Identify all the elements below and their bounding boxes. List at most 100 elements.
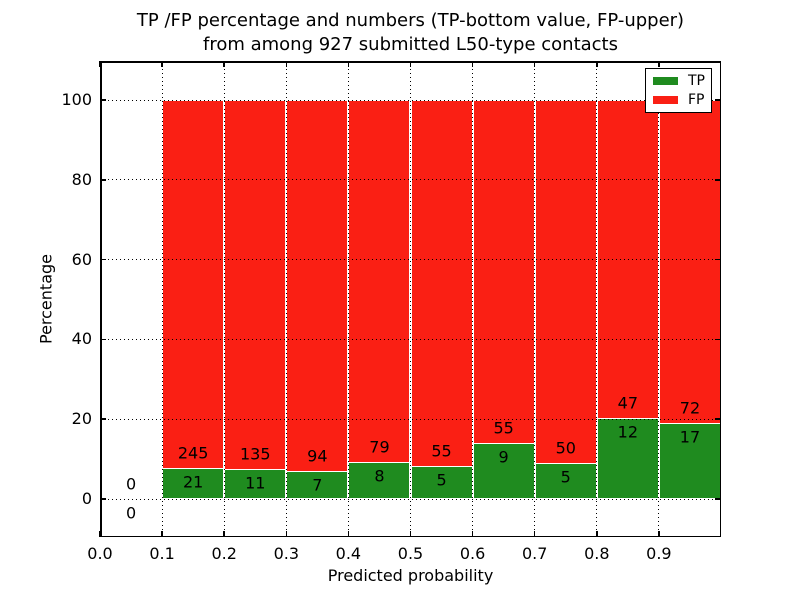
bar-segment-fp [224,100,287,469]
stacked-bar [472,100,535,499]
x-tick-mark [99,531,101,537]
chart-title: TP /FP percentage and numbers (TP-bottom… [100,9,721,57]
x-axis-label: Predicted probability [327,566,494,585]
x-tick-label: 0.5 [397,544,424,563]
y-tick-mark [715,179,721,181]
bar-segment-fp [472,100,535,443]
fp-count-label: 0 [125,474,137,494]
legend-label-tp: TP [688,72,705,89]
fp-count-label: 72 [679,398,701,418]
fp-count-label: 245 [177,443,209,462]
gridline-vertical [658,61,660,537]
x-tick-mark [161,61,163,67]
y-tick-mark [715,338,721,341]
x-tick-label: 0.3 [273,544,300,563]
fp-count-label: 135 [239,444,271,464]
legend-label-fp: FP [688,92,705,109]
stacked-bar [534,100,597,499]
bar-segment-tp [472,442,535,499]
x-tick-label: 0.6 [459,544,486,563]
bar-segment-fp [658,100,721,423]
gridline-vertical [347,61,349,537]
gridline-vertical [285,61,287,537]
y-tick-label: 80 [71,169,92,189]
fp-count-label: 79 [369,437,390,457]
gridline-vertical [161,61,163,537]
x-tick-label: 0.7 [521,544,548,563]
fp-count-label: 94 [307,446,328,466]
x-tick-mark [596,61,598,67]
x-tick-mark [161,531,163,537]
bar-segment-fp [534,100,597,463]
bar-segment-fp [596,100,659,418]
gridline-vertical [223,61,225,537]
x-tick-mark [471,61,474,67]
tp-count-label: 7 [312,475,323,495]
x-tick-mark [223,531,225,537]
fp-count-label: 47 [617,393,639,413]
right-spine [719,61,721,537]
stacked-bar [286,100,349,499]
gridline-horizontal [100,99,721,101]
x-tick-label: 0.8 [584,544,610,563]
x-tick-label: 0.1 [149,544,175,563]
chart-title-line1: TP /FP percentage and numbers (TP-bottom… [136,10,685,31]
gridline-vertical [410,61,411,537]
x-tick-mark [347,531,350,537]
y-tick-mark [100,99,106,101]
y-tick-label: 100 [61,90,92,109]
y-tick-label: 0 [81,489,92,508]
x-tick-label: 0.0 [87,544,113,563]
chart-title-line2: from among 927 submitted L50-type contac… [202,34,618,55]
fp-swatch [653,96,678,105]
y-tick-mark [100,258,106,261]
y-tick-mark [715,258,721,261]
tp-count-label: 21 [182,472,204,491]
x-tick-mark [347,61,350,67]
fp-count-label: 55 [493,418,514,438]
x-tick-mark [471,531,474,537]
gridline-vertical [534,61,536,537]
tp-count-label: 12 [617,422,639,442]
fp-count-label: 55 [431,441,452,461]
x-tick-mark [533,61,536,67]
bar-segment-tp [596,417,659,499]
y-tick-mark [100,179,106,181]
stacked-bar [348,100,411,499]
gridline-horizontal [100,418,721,420]
legend-item-fp: FP [646,91,711,109]
bar-segment-fp [348,100,411,463]
y-tick-mark [100,338,106,341]
gridline-horizontal [100,338,721,340]
x-tick-label: 0.9 [646,544,672,563]
bar-segment-fp [286,100,349,472]
x-tick-mark [285,61,288,67]
tp-count-label: 17 [679,427,701,447]
legend: TP FP [645,68,712,113]
gridline-horizontal [100,259,721,261]
bar-segment-tp [534,462,597,499]
y-tick-label: 40 [71,329,92,349]
y-tick-label: 60 [71,249,92,269]
y-tick-mark [100,418,106,420]
x-tick-mark [658,531,660,537]
tp-swatch [653,76,678,85]
x-tick-label: 0.2 [211,544,237,563]
x-tick-mark [658,61,660,67]
left-spine [100,61,102,537]
gridline-vertical [596,61,598,537]
bar-segment-tp [224,468,287,499]
stacked-bar [410,100,473,499]
tp-count-label: 11 [245,473,266,493]
x-tick-mark [533,531,536,537]
tp-count-label: 5 [560,467,571,487]
bar-segment-fp [162,100,225,468]
tp-count-label: 8 [374,466,385,486]
x-tick-mark [596,531,598,537]
x-tick-mark [223,61,225,67]
stacked-bar [162,100,225,499]
tp-count-label: 9 [498,447,509,467]
y-tick-label: 20 [71,409,92,429]
stacked-bar [596,100,659,499]
